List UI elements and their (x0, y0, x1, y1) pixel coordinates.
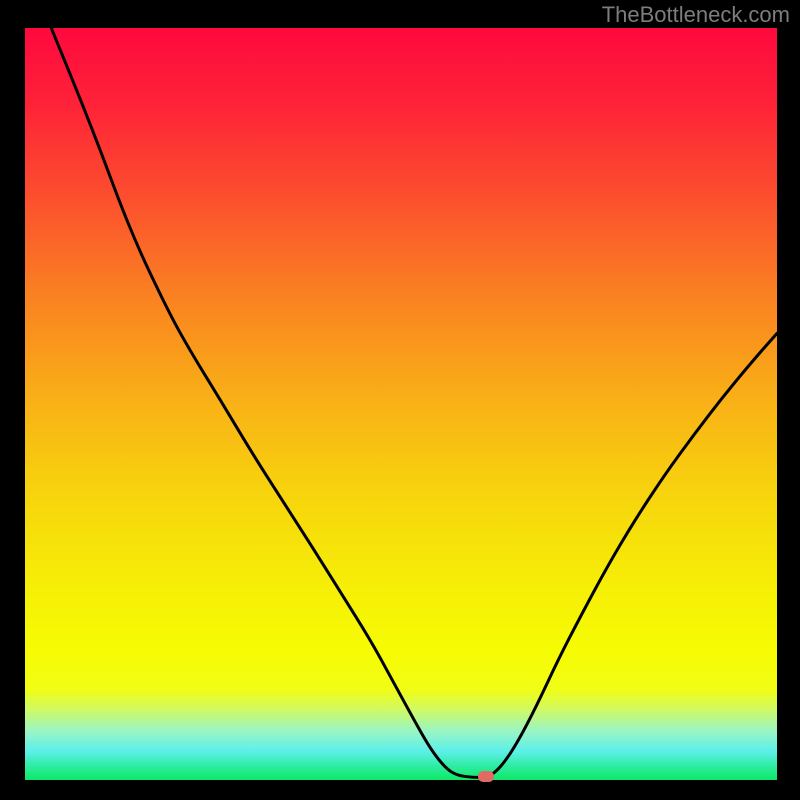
watermark-text: TheBottleneck.com (602, 2, 790, 28)
plot-area (25, 28, 777, 780)
optimal-point-marker (478, 771, 494, 782)
bottleneck-curve (25, 28, 777, 780)
